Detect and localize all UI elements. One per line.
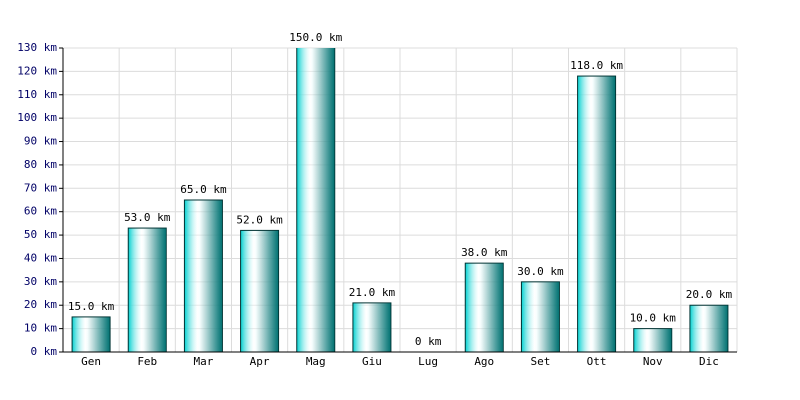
value-label: 53.0 km: [124, 211, 171, 224]
x-tick-label: Set: [530, 355, 550, 368]
y-tick-label: 130 km: [17, 41, 57, 54]
value-label: 15.0 km: [68, 300, 115, 313]
y-tick-label: 80 km: [24, 158, 57, 171]
bar-shade: [521, 282, 559, 352]
x-tick-label: Ago: [474, 355, 494, 368]
y-tick-label: 70 km: [24, 181, 57, 194]
y-tick-label: 90 km: [24, 135, 57, 148]
y-tick-label: 110 km: [17, 88, 57, 101]
bar-shade: [353, 303, 391, 352]
x-tick-label: Feb: [137, 355, 157, 368]
x-tick-label: Mar: [193, 355, 213, 368]
bar-shade: [634, 329, 672, 352]
x-tick-label: Dic: [699, 355, 719, 368]
x-tick-label: Apr: [250, 355, 270, 368]
x-tick-label: Gen: [81, 355, 101, 368]
x-tick-label: Lug: [418, 355, 438, 368]
y-tick-label: 50 km: [24, 228, 57, 241]
y-tick-label: 10 km: [24, 322, 57, 335]
value-label: 30.0 km: [517, 265, 564, 278]
bar-shade: [465, 263, 503, 352]
x-tick-label: Mag: [306, 355, 326, 368]
bar-shade: [128, 228, 166, 352]
value-label: 150.0 km: [289, 31, 342, 44]
value-label: 0 km: [415, 335, 442, 348]
plot: 0 km 10 km 20 km 30 km 40 km 50 km 60 km 70 km 8…: [17, 31, 738, 368]
y-tick-label: 120 km: [17, 64, 57, 77]
bars: [71, 48, 729, 353]
y-tick-label: 40 km: [24, 251, 57, 264]
y-tick-label: 100 km: [17, 111, 57, 124]
bar-shade: [297, 48, 335, 352]
value-label: 52.0 km: [236, 213, 283, 226]
y-tick-label: 20 km: [24, 298, 57, 311]
y-tick-label: 0 km: [31, 345, 58, 358]
x-tick-label: Nov: [643, 355, 663, 368]
value-label: 65.0 km: [180, 183, 227, 196]
value-label: 21.0 km: [349, 286, 396, 299]
bar-shade: [690, 305, 728, 352]
bar-shade: [72, 317, 110, 352]
value-label: 38.0 km: [461, 246, 508, 259]
bar-shade: [184, 200, 222, 352]
value-label: 10.0 km: [630, 312, 677, 325]
value-label: 20.0 km: [686, 288, 733, 301]
x-tick-label: Ott: [587, 355, 607, 368]
y-tick-label: 30 km: [24, 275, 57, 288]
bar-shade: [241, 230, 279, 352]
y-tick-label: 60 km: [24, 205, 57, 218]
x-tick-label: Giu: [362, 355, 382, 368]
value-label: 118.0 km: [570, 59, 623, 72]
bar-shade: [578, 76, 616, 352]
